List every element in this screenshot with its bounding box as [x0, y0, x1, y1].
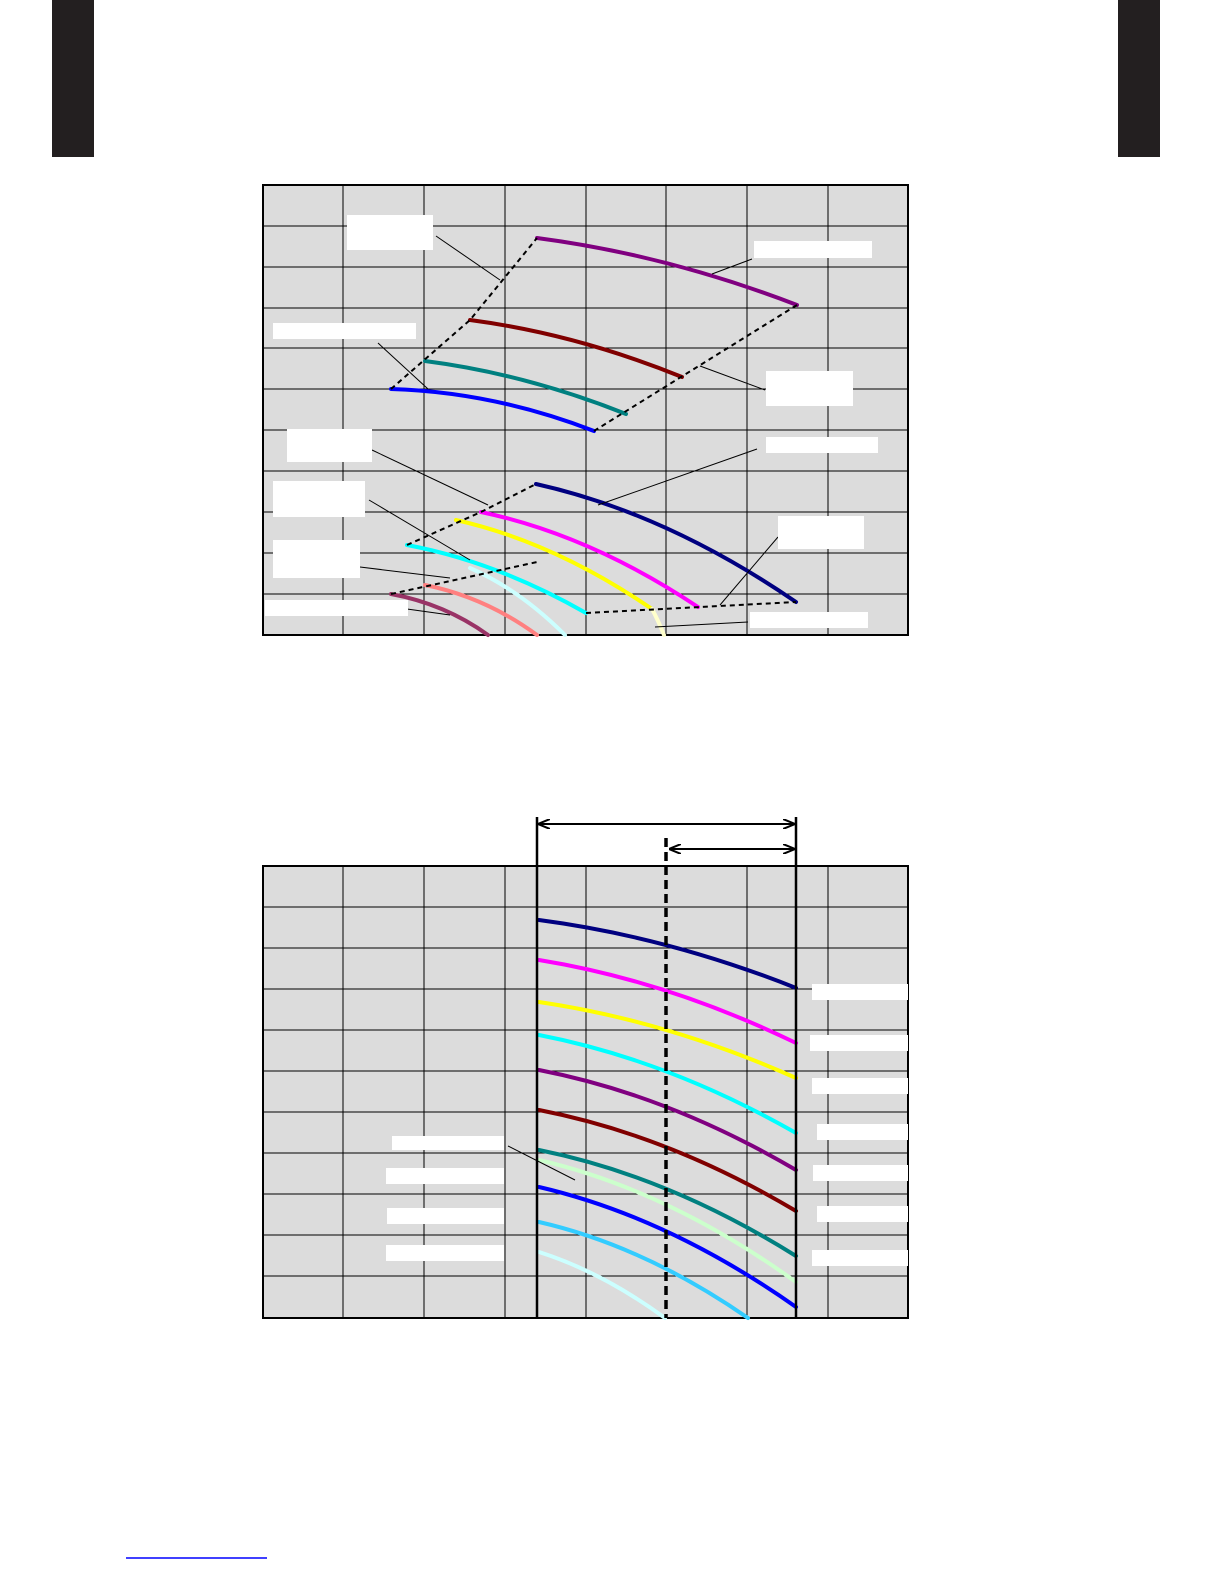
curve — [537, 918, 798, 990]
curve — [454, 518, 654, 611]
line — [359, 566, 451, 579]
label-box — [812, 984, 908, 1000]
line — [699, 365, 766, 391]
label-box — [392, 1136, 504, 1150]
line — [711, 258, 753, 275]
label-box — [347, 215, 433, 250]
curves — [389, 236, 799, 637]
label-box — [813, 1165, 908, 1181]
curve — [535, 236, 799, 307]
line — [435, 235, 501, 281]
tab-right — [1118, 0, 1160, 157]
line — [654, 621, 749, 628]
label-box — [273, 481, 365, 517]
label-boxes — [386, 984, 908, 1266]
bottom-chart — [262, 817, 909, 1320]
label-box — [778, 516, 864, 549]
curve — [534, 482, 798, 604]
curve — [585, 601, 797, 614]
curve — [423, 359, 628, 416]
leader-line — [507, 1145, 576, 1181]
tab-left — [52, 0, 94, 157]
line — [719, 536, 779, 606]
curve — [537, 1220, 750, 1320]
line — [368, 499, 471, 561]
label-box — [387, 1208, 504, 1224]
curve — [537, 958, 798, 1045]
top-chart — [262, 184, 909, 637]
range-markers — [535, 817, 798, 1318]
curve — [389, 592, 490, 637]
curve — [389, 387, 596, 433]
label-box — [817, 1124, 908, 1140]
curve — [468, 566, 567, 637]
label-box — [386, 1245, 504, 1261]
curve — [593, 304, 798, 432]
leader-lines — [359, 235, 779, 628]
line — [371, 449, 489, 506]
curve — [537, 1000, 798, 1080]
dashed-limits — [390, 237, 798, 614]
label-box — [287, 429, 372, 462]
label-box — [766, 437, 878, 453]
label-box — [754, 241, 872, 258]
curve — [537, 1250, 667, 1320]
label-box — [273, 540, 360, 578]
curve — [406, 483, 537, 546]
label-box — [273, 323, 416, 339]
curve — [468, 318, 684, 379]
curve — [479, 510, 700, 609]
label-box — [817, 1206, 908, 1222]
line — [406, 608, 451, 616]
label-box — [750, 612, 868, 628]
curve — [390, 237, 538, 390]
label-box — [812, 1250, 908, 1266]
line — [377, 342, 429, 390]
curve — [423, 583, 539, 637]
line — [597, 448, 758, 506]
label-box — [265, 600, 408, 616]
label-boxes — [265, 215, 878, 628]
curve — [537, 1033, 798, 1135]
curve — [390, 561, 538, 595]
label-box — [766, 371, 853, 406]
label-box — [812, 1078, 908, 1094]
label-box — [386, 1168, 504, 1184]
label-box — [810, 1035, 908, 1051]
curve — [650, 607, 666, 637]
